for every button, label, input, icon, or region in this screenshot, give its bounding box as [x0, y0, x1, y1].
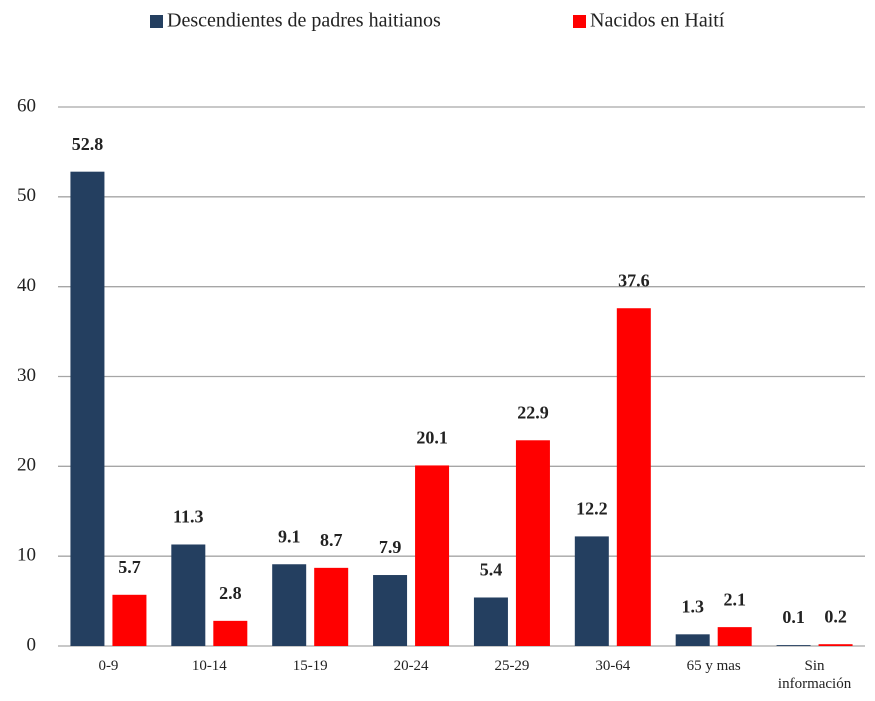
bar [373, 575, 408, 646]
data-label: 2.1 [723, 589, 746, 609]
data-label: 20.1 [416, 428, 448, 448]
data-label: 0.2 [824, 606, 847, 626]
data-label: 0.1 [782, 607, 805, 627]
bar [473, 597, 508, 646]
bar [515, 440, 550, 646]
x-tick-label: 10-14 [191, 658, 227, 674]
bar [717, 627, 752, 646]
bar [314, 567, 349, 646]
x-tick-label: 25-29 [494, 658, 530, 674]
bar [272, 564, 307, 646]
bar [70, 171, 105, 646]
data-label: 2.8 [219, 583, 242, 603]
x-tick-label: 0-9 [98, 658, 119, 674]
legend-swatch [150, 15, 163, 28]
data-label: 11.3 [173, 507, 204, 527]
data-label: 5.7 [118, 557, 141, 577]
bar [675, 634, 710, 646]
x-tick-label: 15-19 [292, 658, 328, 674]
bar [574, 536, 609, 646]
data-label: 52.8 [72, 134, 104, 154]
bar [818, 644, 853, 646]
data-label: 7.9 [379, 537, 402, 557]
x-tick-label: 30-64 [595, 658, 631, 674]
bar [171, 544, 206, 646]
y-tick-label: 10 [17, 545, 36, 566]
bar [616, 308, 651, 646]
data-label: 22.9 [517, 402, 549, 422]
x-tick-label: 20-24 [393, 658, 429, 674]
y-tick-label: 30 [17, 365, 36, 386]
bar [415, 465, 450, 646]
data-label: 9.1 [278, 526, 301, 546]
legend-label: Nacidos en Haití [590, 10, 725, 32]
y-tick-label: 0 [27, 634, 37, 655]
data-label: 8.7 [320, 530, 343, 550]
bar [776, 645, 811, 646]
bar [112, 594, 147, 646]
y-tick-label: 40 [17, 275, 36, 296]
data-label: 37.6 [618, 270, 650, 290]
y-tick-label: 60 [17, 95, 36, 116]
data-label: 12.2 [576, 499, 608, 519]
legend-swatch [573, 15, 586, 28]
x-tick-label: 65 y mas [686, 658, 741, 674]
bar [213, 620, 248, 646]
legend-label: Descendientes de padres haitianos [167, 10, 441, 32]
x-tick-label: Sin información [777, 658, 852, 692]
data-label: 5.4 [480, 560, 503, 580]
y-tick-label: 50 [17, 185, 36, 206]
y-tick-label: 20 [17, 455, 36, 476]
data-label: 1.3 [681, 596, 704, 616]
